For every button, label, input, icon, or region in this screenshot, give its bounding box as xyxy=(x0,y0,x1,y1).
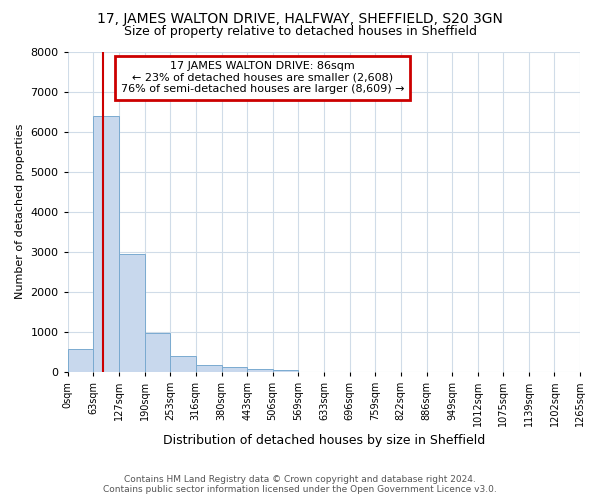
Bar xyxy=(196,365,221,372)
Bar xyxy=(119,254,145,372)
Bar xyxy=(170,356,196,372)
Text: Contains HM Land Registry data © Crown copyright and database right 2024.
Contai: Contains HM Land Registry data © Crown c… xyxy=(103,474,497,494)
Bar xyxy=(247,369,272,372)
Y-axis label: Number of detached properties: Number of detached properties xyxy=(15,124,25,300)
Bar xyxy=(221,367,247,372)
Bar xyxy=(272,370,298,372)
Text: 17, JAMES WALTON DRIVE, HALFWAY, SHEFFIELD, S20 3GN: 17, JAMES WALTON DRIVE, HALFWAY, SHEFFIE… xyxy=(97,12,503,26)
Bar xyxy=(93,116,119,372)
Text: 17 JAMES WALTON DRIVE: 86sqm
← 23% of detached houses are smaller (2,608)
76% of: 17 JAMES WALTON DRIVE: 86sqm ← 23% of de… xyxy=(121,61,404,94)
Text: Size of property relative to detached houses in Sheffield: Size of property relative to detached ho… xyxy=(124,25,476,38)
X-axis label: Distribution of detached houses by size in Sheffield: Distribution of detached houses by size … xyxy=(163,434,485,448)
Bar xyxy=(68,349,93,372)
Bar xyxy=(145,333,170,372)
